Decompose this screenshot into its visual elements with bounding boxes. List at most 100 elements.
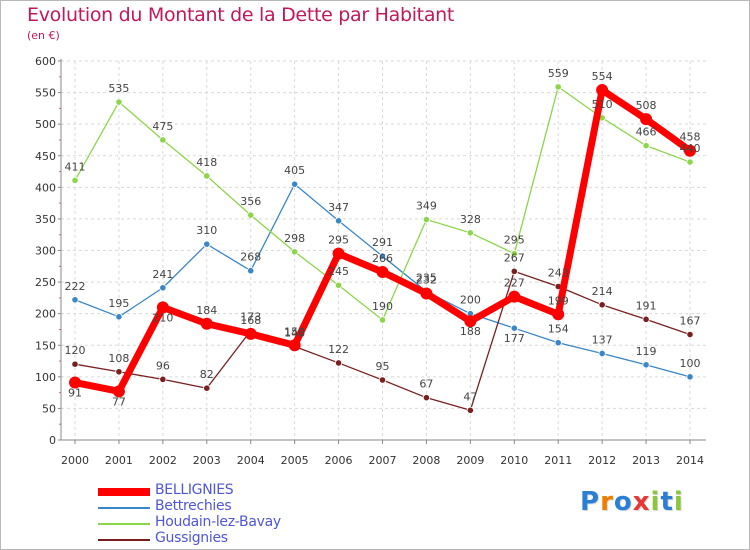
data-label: 554 (592, 70, 613, 83)
data-point (466, 229, 474, 237)
data-label: 190 (372, 300, 393, 313)
x-tick-label: 2005 (281, 454, 309, 467)
data-label: 77 (112, 395, 126, 408)
data-label: 405 (284, 164, 305, 177)
data-label: 227 (504, 277, 525, 290)
data-point (464, 315, 477, 328)
data-label: 291 (372, 236, 393, 249)
data-label: 167 (680, 315, 701, 328)
data-label: 188 (460, 325, 481, 338)
data-label: 210 (152, 311, 173, 324)
data-point (247, 267, 255, 275)
data-point (640, 113, 653, 126)
proxiti-logo: Proxiti (580, 487, 684, 517)
data-point (686, 158, 694, 166)
data-label: 241 (152, 268, 173, 281)
data-label: 95 (376, 360, 390, 373)
data-point (510, 267, 518, 275)
y-tick-label: 500 (35, 118, 56, 131)
y-tick-labels: 0 50 100 150 200 250 300 350 400 450 500 550 600 (35, 55, 56, 447)
data-label: 298 (284, 232, 305, 245)
data-point (510, 250, 518, 258)
data-label: 120 (65, 344, 86, 357)
x-tick-label: 2012 (588, 454, 616, 467)
data-point (71, 360, 79, 368)
legend-swatch (98, 488, 150, 496)
data-point (159, 375, 167, 383)
data-point (203, 384, 211, 392)
data-label: 267 (504, 251, 525, 264)
data-label: 232 (416, 273, 437, 286)
data-point (115, 368, 123, 376)
logo-letter: P (580, 487, 601, 517)
data-point (552, 308, 565, 321)
data-labels: 91 77 210 184 168 150 295 266 232 188 227 199 554 508… (65, 67, 701, 408)
x-tick-label: 2002 (149, 454, 177, 467)
data-label: 150 (284, 325, 305, 338)
data-point (203, 240, 211, 248)
data-point (156, 301, 169, 314)
y-tick-label: 200 (35, 308, 56, 321)
data-label: 535 (108, 82, 129, 95)
data-label: 508 (636, 99, 657, 112)
x-tick-label: 2003 (193, 454, 221, 467)
data-point (422, 394, 431, 402)
data-label: 168 (240, 314, 261, 327)
chart-subtitle: (en €) (27, 29, 60, 42)
data-label: 418 (196, 156, 217, 169)
data-point (334, 359, 343, 367)
data-label: 347 (328, 201, 349, 214)
x-tick-label: 2000 (61, 454, 89, 467)
logo-letter: o (613, 487, 633, 517)
legend-item: Houdain-lez-Bavay (98, 514, 398, 532)
data-label: 200 (460, 294, 481, 307)
data-label: 235 (416, 272, 437, 285)
data-label: 122 (328, 343, 349, 356)
x-tick-label: 2006 (325, 454, 353, 467)
data-label: 100 (680, 357, 701, 370)
data-label: 475 (152, 120, 173, 133)
x-tick-labels: 2000 2001 2002 2003 2004 2005 2006 2007 2008 2009… (61, 454, 704, 467)
y-tick-label: 450 (35, 150, 56, 163)
y-tick-label: 550 (35, 87, 56, 100)
legend-label: Gussignies (155, 530, 228, 546)
y-tick-label: 100 (35, 371, 56, 384)
logo-letter: i (673, 487, 684, 517)
data-label: 47 (463, 390, 477, 403)
data-point (203, 172, 211, 180)
data-label: 119 (636, 345, 657, 358)
data-label: 466 (636, 126, 657, 139)
y-tick-label: 150 (35, 339, 56, 352)
data-label: 191 (636, 299, 657, 312)
x-tick-label: 2004 (237, 454, 265, 467)
y-tick-label: 50 (42, 402, 56, 415)
data-point (422, 215, 431, 224)
data-label: 356 (240, 195, 261, 208)
chart-title: Evolution du Montant de la Dette par Hab… (27, 4, 455, 26)
data-point (71, 296, 79, 304)
x-tick-label: 2013 (632, 454, 660, 467)
data-point (112, 385, 125, 398)
legend-label: Houdain-lez-Bavay (155, 514, 281, 530)
y-tick-label: 600 (35, 55, 56, 68)
data-label: 199 (548, 294, 569, 307)
logo-letter: x (632, 487, 651, 517)
data-point (159, 136, 167, 144)
data-label: 154 (548, 323, 569, 336)
series-group (69, 83, 696, 414)
data-label: 266 (372, 252, 393, 265)
data-point (642, 315, 650, 323)
data-point (332, 247, 345, 260)
x-tick-label: 2009 (456, 454, 484, 467)
data-point (466, 406, 474, 414)
data-point (642, 142, 650, 150)
data-label: 96 (156, 359, 170, 372)
data-label: 559 (548, 67, 569, 80)
x-tick-label: 2011 (544, 454, 572, 467)
data-point (596, 84, 609, 97)
y-tick-label: 350 (35, 213, 56, 226)
legend-swatch (98, 523, 150, 525)
data-point (376, 265, 389, 278)
data-point (378, 376, 387, 384)
